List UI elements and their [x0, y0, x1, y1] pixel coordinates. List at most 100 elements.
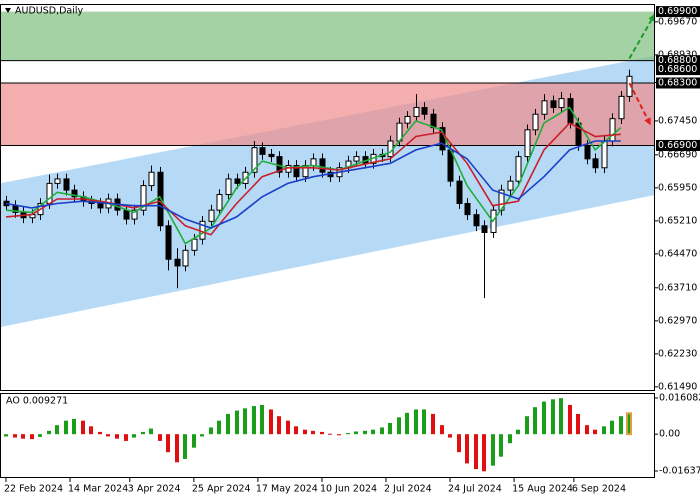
- ao-bar: [260, 404, 264, 435]
- ao-bar: [405, 412, 409, 435]
- candle-body: [507, 180, 514, 191]
- ao-bar: [363, 430, 367, 435]
- candle-body: [268, 153, 275, 158]
- ao-bar: [106, 434, 110, 437]
- candle-body: [182, 249, 189, 267]
- x-tick-label: 15 Aug 2024: [512, 484, 573, 495]
- ao-bar: [337, 434, 341, 436]
- x-tick-label: 24 Jul 2024: [448, 484, 502, 495]
- ao-bar: [149, 428, 153, 435]
- candle-body: [584, 144, 591, 160]
- candle-body: [234, 178, 241, 184]
- ao-bar: [619, 416, 623, 435]
- candle-body: [165, 225, 172, 260]
- ao-bar: [81, 420, 85, 435]
- ao-bar: [602, 426, 606, 435]
- forecast-arrow: [628, 13, 655, 59]
- ao-bar: [47, 430, 51, 435]
- ao-bar: [132, 434, 136, 438]
- level-box: [656, 77, 700, 89]
- ao-bar: [124, 434, 128, 441]
- ao-bar: [320, 431, 324, 435]
- x-tick-label: 25 Apr 2024: [192, 484, 251, 495]
- candle-body: [404, 115, 411, 124]
- ao-bar: [115, 434, 119, 439]
- ao-bar: [388, 422, 392, 435]
- level-box: [656, 55, 700, 67]
- y-tick-label: -0.016374: [659, 466, 700, 477]
- x-tick-label: 22 Feb 2024: [4, 484, 63, 495]
- ao-bar: [568, 404, 572, 435]
- candle-body: [251, 147, 258, 173]
- ao-bar: [508, 434, 512, 444]
- x-tick-label: 14 Mar 2024: [68, 484, 128, 495]
- level-box: [656, 139, 700, 151]
- level-label: 0.68800: [658, 55, 697, 66]
- candle-body: [123, 209, 130, 220]
- ao-bar: [457, 434, 461, 453]
- candle-body: [609, 118, 616, 142]
- ao-bar: [226, 413, 230, 435]
- y-tick-label: 0.67450: [658, 115, 697, 126]
- ao-bar: [55, 425, 59, 435]
- ao-bar: [200, 434, 204, 437]
- ao-bar: [209, 427, 213, 435]
- ao-bar: [277, 416, 281, 435]
- ao-bar: [141, 431, 145, 435]
- candle-body: [174, 258, 181, 267]
- ao-bar: [294, 426, 298, 435]
- ao-bar: [98, 431, 102, 435]
- ao-bar: [64, 420, 68, 435]
- candle-body: [541, 100, 548, 115]
- x-tick-label: 3 Apr 2024: [128, 484, 181, 495]
- y-tick-label: 0.00: [659, 429, 680, 440]
- candle-body: [293, 165, 300, 178]
- candle-body: [473, 214, 480, 227]
- candle-body: [481, 225, 488, 233]
- ao-bar: [585, 425, 589, 435]
- candle-body: [558, 98, 565, 109]
- level-box: [656, 64, 700, 76]
- price-frame: [0, 4, 655, 391]
- ao-bar: [474, 434, 478, 470]
- ao-bar: [38, 434, 42, 437]
- ao-bar: [4, 434, 8, 437]
- ao-bar: [610, 420, 614, 435]
- ao-panel: 0.016082 0.00 -0.016374: [4, 393, 700, 477]
- ao-bar: [158, 434, 162, 441]
- candle-body: [97, 202, 104, 209]
- candle-body: [550, 100, 557, 109]
- ao-bar: [448, 434, 452, 438]
- ao-bar: [21, 434, 25, 439]
- y-tick-label: 0.62230: [658, 348, 697, 359]
- y-tick-label: 0.64470: [658, 248, 697, 259]
- candle-body: [319, 158, 326, 173]
- ao-bar: [516, 429, 520, 435]
- title-icon: [5, 8, 11, 13]
- chart-title: AUDUSD,Daily: [15, 6, 84, 17]
- ao-bar: [30, 434, 34, 440]
- ao-bar: [593, 429, 597, 435]
- moving-average: [5, 122, 621, 236]
- price-panel: 0.696700.689300.683100.674500.666900.659…: [0, 6, 700, 495]
- y-tick-label: 0.62970: [658, 315, 697, 326]
- candle-body: [515, 156, 522, 182]
- arrow-head: [648, 13, 655, 22]
- candle-body: [592, 158, 599, 169]
- ao-title: AO 0.009271: [6, 396, 68, 407]
- ao-bar: [303, 429, 307, 435]
- ao-bar: [542, 401, 546, 435]
- x-tick-label: 17 May 2024: [256, 484, 318, 495]
- y-tick-label: 0.65210: [658, 215, 697, 226]
- candle-body: [140, 185, 147, 211]
- candle-body: [216, 194, 223, 211]
- ao-bar: [311, 430, 315, 435]
- ao-bar: [525, 416, 529, 435]
- candle-body: [54, 178, 61, 184]
- ao-bar: [440, 425, 444, 435]
- candle-body: [524, 129, 531, 158]
- ao-bar: [397, 417, 401, 435]
- candle-body: [63, 178, 70, 191]
- x-tick-label: 10 Jun 2024: [320, 484, 377, 495]
